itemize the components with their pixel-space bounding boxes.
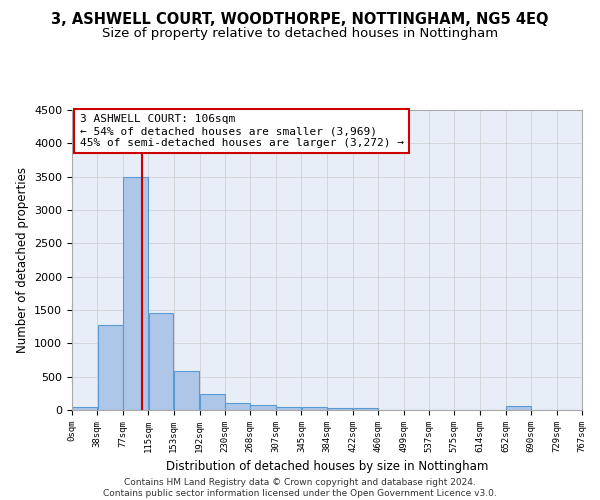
Text: Contains HM Land Registry data © Crown copyright and database right 2024.
Contai: Contains HM Land Registry data © Crown c… <box>103 478 497 498</box>
Text: Size of property relative to detached houses in Nottingham: Size of property relative to detached ho… <box>102 28 498 40</box>
Text: 3, ASHWELL COURT, WOODTHORPE, NOTTINGHAM, NG5 4EQ: 3, ASHWELL COURT, WOODTHORPE, NOTTINGHAM… <box>51 12 549 28</box>
Bar <box>277 406 301 410</box>
Bar <box>328 408 352 410</box>
Text: 3 ASHWELL COURT: 106sqm
← 54% of detached houses are smaller (3,969)
45% of semi: 3 ASHWELL COURT: 106sqm ← 54% of detache… <box>80 114 404 148</box>
Bar <box>353 408 377 410</box>
Bar <box>250 404 276 410</box>
X-axis label: Distribution of detached houses by size in Nottingham: Distribution of detached houses by size … <box>166 460 488 473</box>
Bar <box>124 176 148 410</box>
Y-axis label: Number of detached properties: Number of detached properties <box>16 167 29 353</box>
Bar <box>98 324 123 410</box>
Bar <box>149 312 173 410</box>
Bar <box>506 406 530 410</box>
Bar <box>174 372 199 410</box>
Bar <box>72 408 97 410</box>
Bar <box>302 406 327 410</box>
Bar <box>225 402 250 410</box>
Bar <box>200 394 224 410</box>
